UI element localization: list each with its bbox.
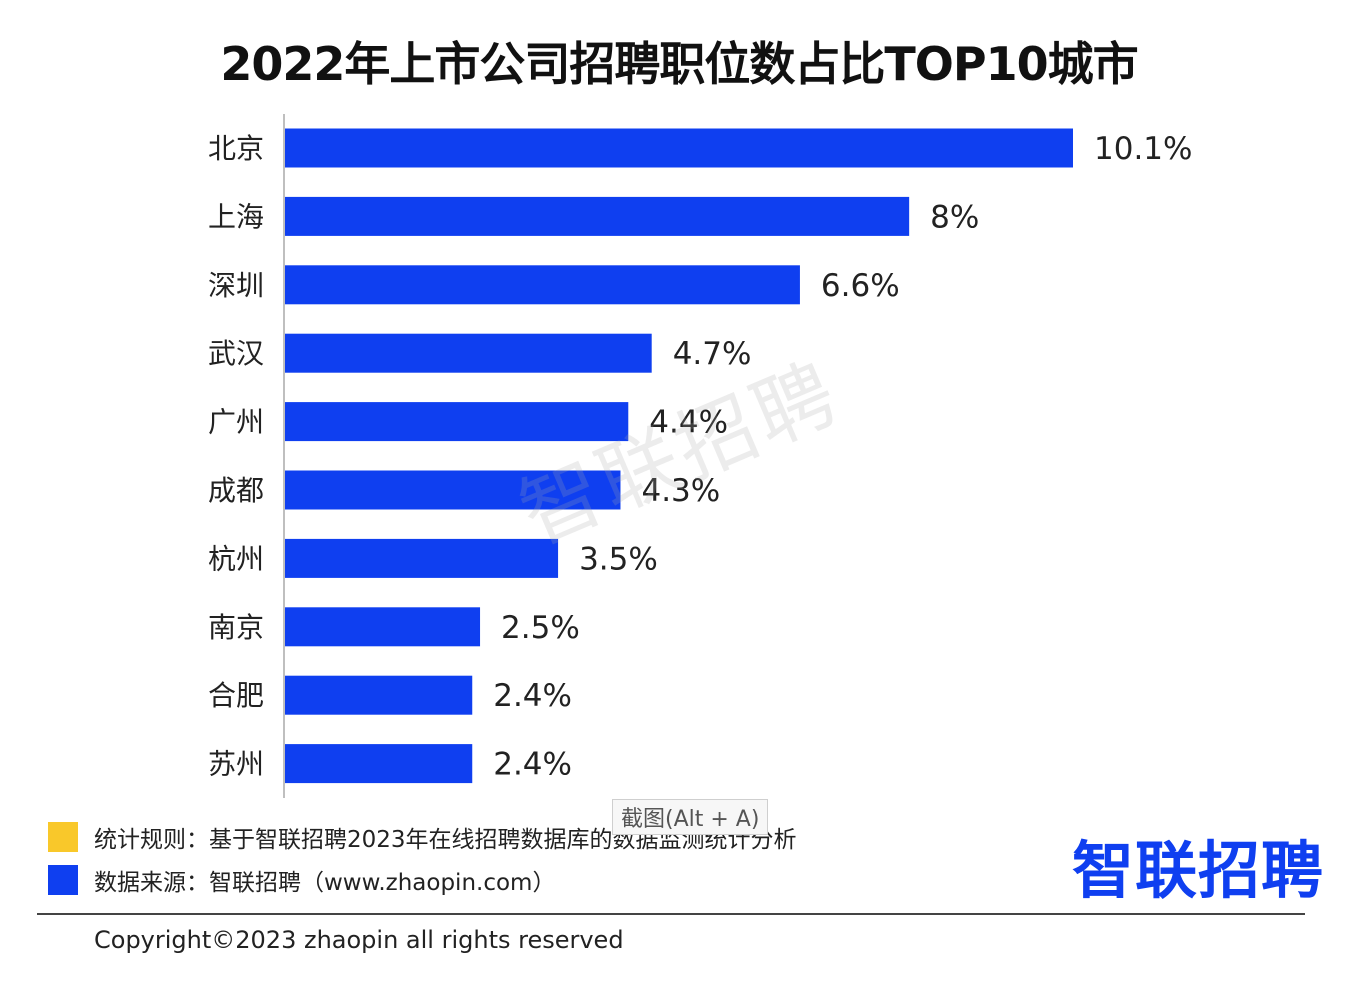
category-label: 深圳 — [208, 269, 264, 302]
category-label: 上海 — [208, 200, 264, 233]
chart-title: 2022年上市公司招聘职位数占比TOP10城市 — [220, 37, 1138, 91]
data-label: 3.5% — [579, 541, 658, 577]
category-label: 武汉 — [208, 337, 264, 370]
footer-divider — [37, 913, 1305, 915]
category-label: 南京 — [208, 611, 264, 644]
category-label: 合肥 — [208, 679, 264, 712]
bar — [285, 675, 473, 715]
data-label: 4.4% — [649, 405, 728, 441]
blue-swatch-icon — [48, 865, 78, 895]
bar — [285, 196, 910, 236]
category-label: 杭州 — [208, 542, 264, 575]
copyright-text: Copyright©2023 zhaopin all rights reserv… — [94, 926, 624, 954]
bar — [285, 265, 800, 305]
data-label: 4.3% — [641, 473, 720, 509]
category-label: 广州 — [208, 406, 264, 439]
screenshot-tooltip: 截图(Alt + A) — [612, 799, 769, 835]
data-label: 2.4% — [493, 747, 572, 783]
data-label: 2.5% — [501, 610, 580, 646]
data-label: 2.4% — [493, 678, 572, 714]
category-label: 北京 — [208, 132, 264, 165]
zhaopin-logo: 智联招聘 — [1072, 834, 1325, 907]
data-label: 10.1% — [1094, 131, 1192, 167]
yellow-swatch-icon — [48, 822, 78, 852]
bar — [285, 402, 629, 442]
bar — [285, 333, 652, 373]
bar — [285, 744, 473, 784]
bar — [285, 470, 621, 510]
category-label: 成都 — [208, 474, 264, 507]
footnote-source: 数据来源：智联招聘（www.zhaopin.com） — [48, 863, 797, 897]
data-label: 6.6% — [821, 268, 900, 304]
data-label: 4.7% — [673, 336, 752, 372]
bar — [285, 128, 1073, 168]
bar — [285, 607, 481, 647]
category-label: 苏州 — [208, 748, 264, 781]
footnote-source-text: 数据来源：智联招聘（www.zhaopin.com） — [94, 870, 556, 896]
bar — [285, 538, 559, 578]
data-label: 8% — [930, 199, 979, 235]
